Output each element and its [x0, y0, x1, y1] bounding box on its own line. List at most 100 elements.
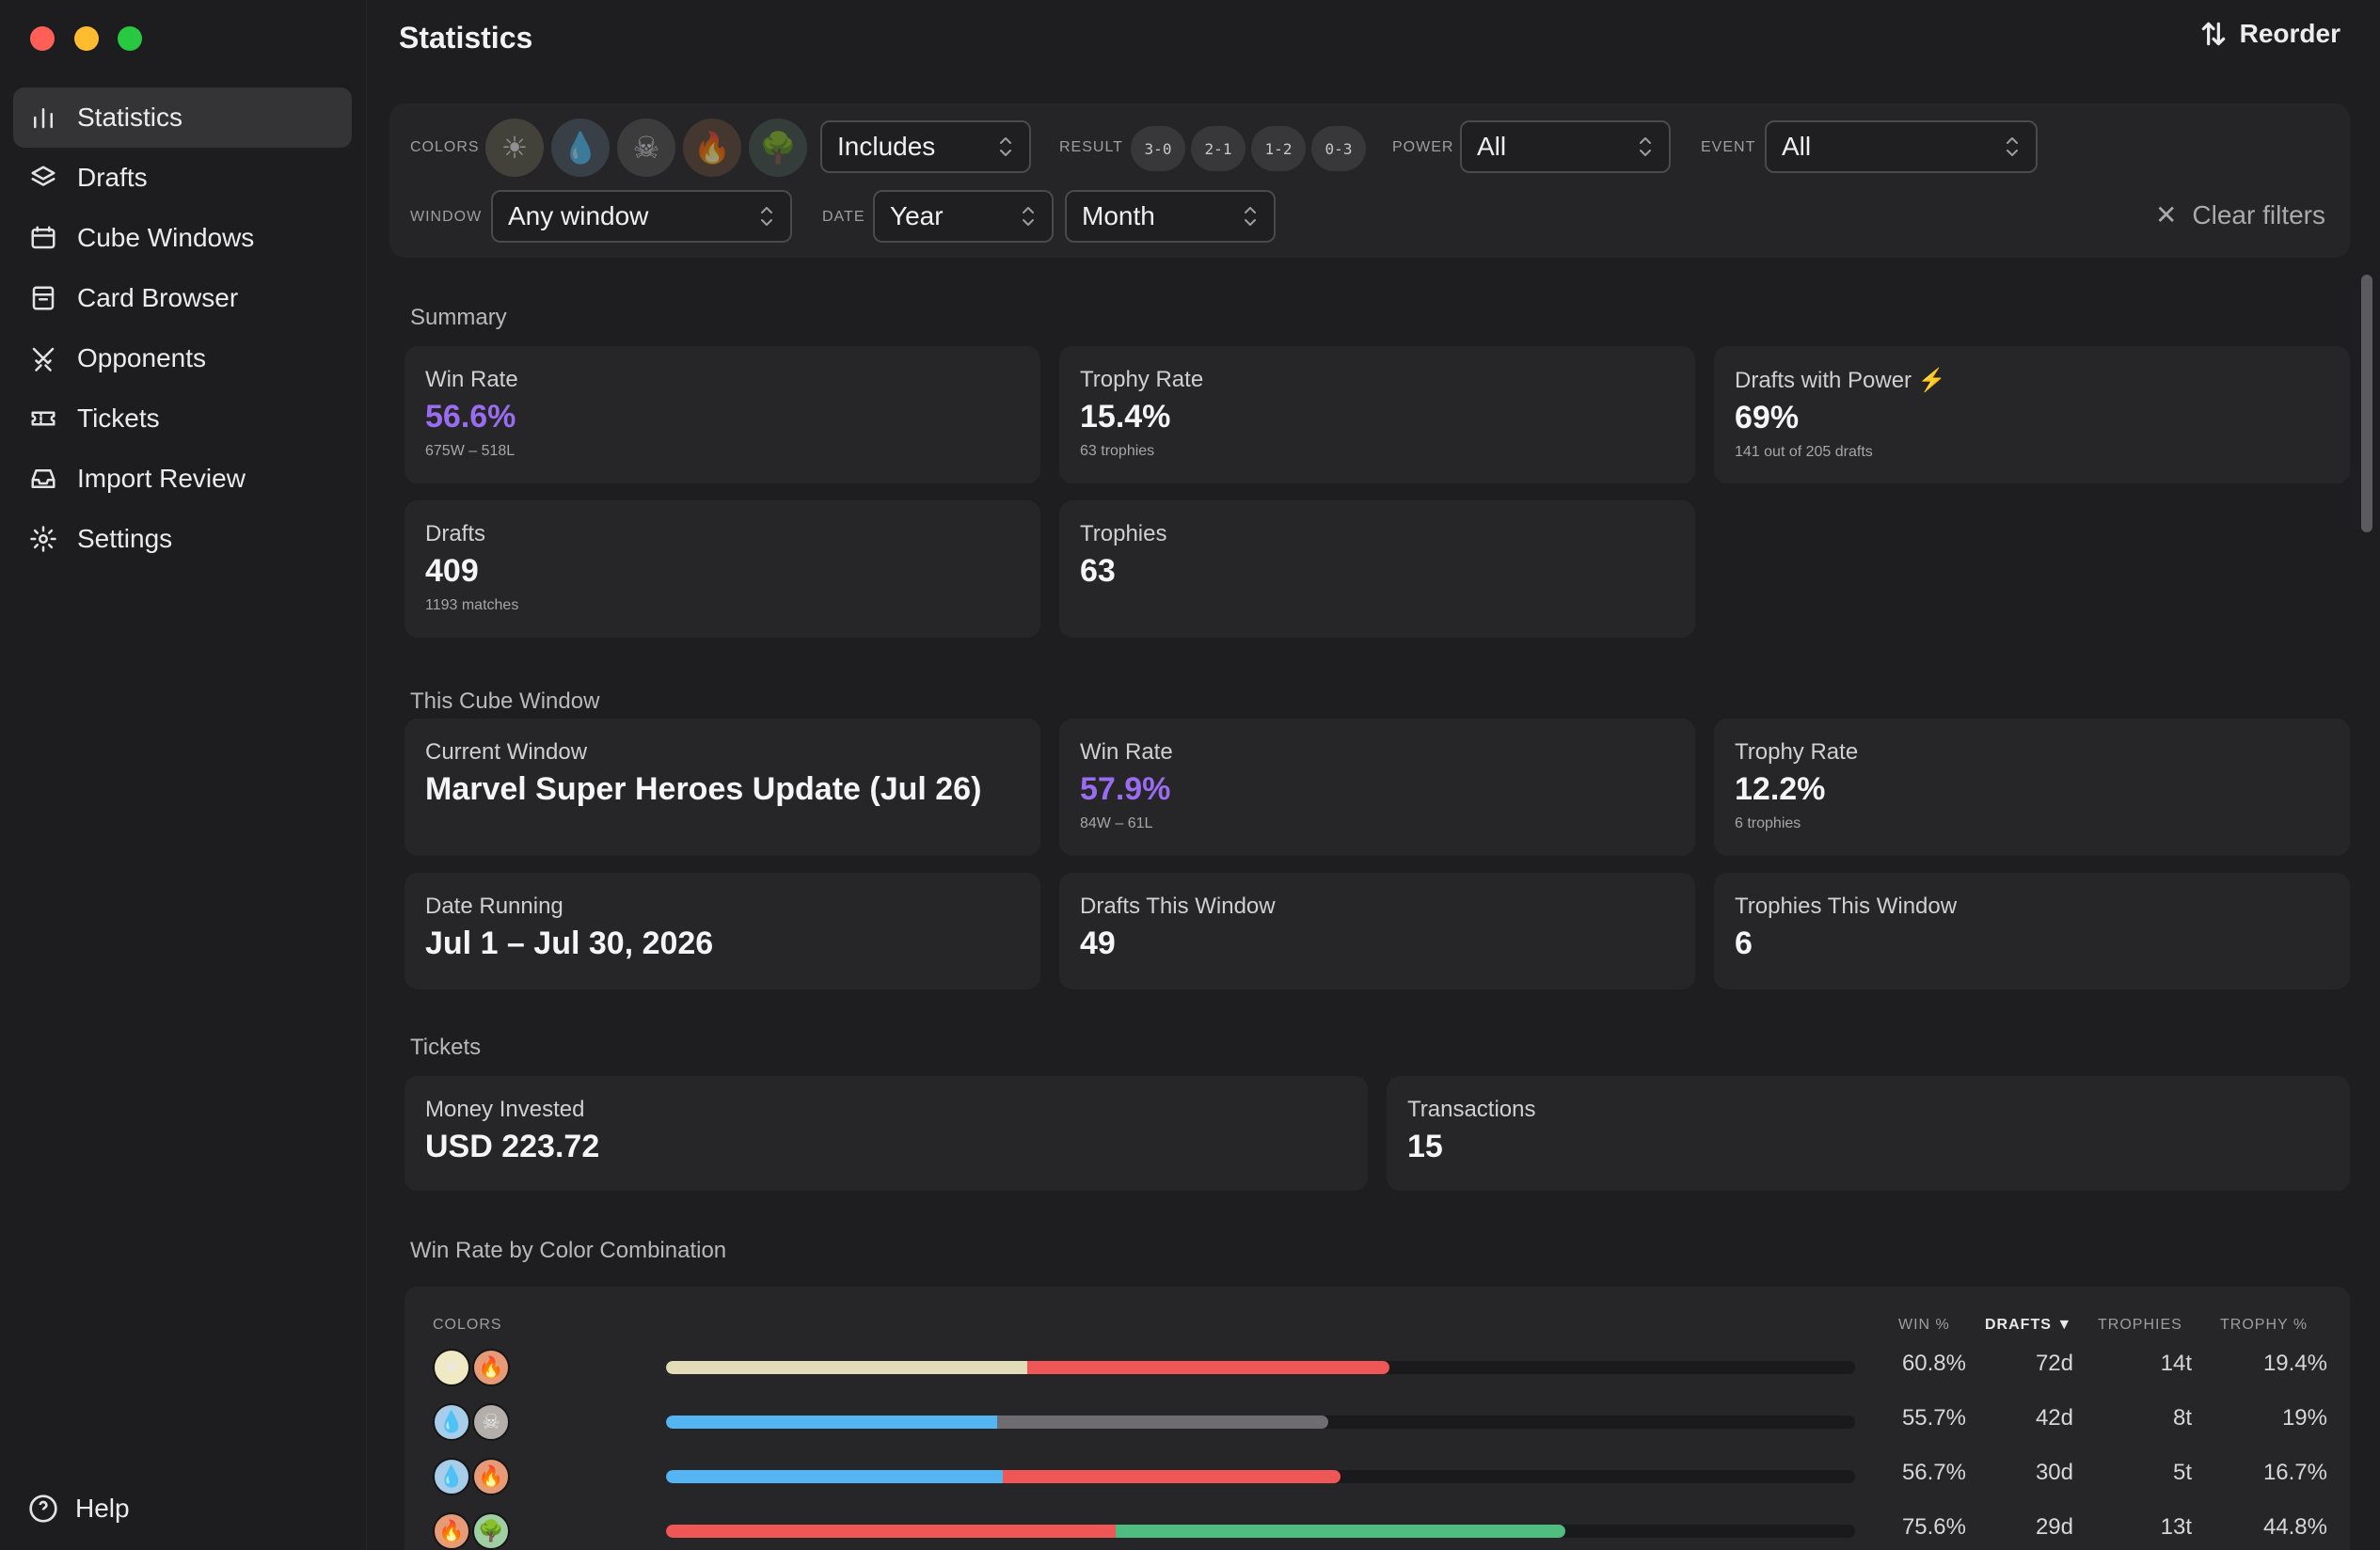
card-label: Win Rate: [1080, 739, 1173, 765]
card-value: Jul 1 – Jul 30, 2026: [425, 925, 714, 961]
sidebar-item-label: Cube Windows: [77, 223, 255, 252]
sidebar-item-label: Import Review: [77, 464, 246, 493]
sidebar-item-drafts[interactable]: Drafts: [13, 148, 352, 208]
scrollbar-thumb[interactable]: [2361, 275, 2372, 532]
result-chip-0-3[interactable]: 0-3: [1311, 126, 1366, 171]
close-icon: ✕: [2154, 200, 2178, 229]
trophy-pct-cell: 19.4%: [2262, 1351, 2327, 1376]
table-row[interactable]: 💧 🔥 56.7% 30d 5t 16.7%: [405, 1450, 2350, 1505]
green-mana-toggle[interactable]: 🌳: [749, 119, 807, 177]
card-label: Trophies: [1080, 521, 1167, 546]
sidebar-item-tickets[interactable]: Tickets: [13, 388, 352, 449]
trophies-card: Trophies 63: [1059, 500, 1695, 638]
sidebar-item-import-review[interactable]: Import Review: [13, 449, 352, 509]
date-filter-label: DATE: [822, 209, 865, 225]
window-value: Any window: [508, 201, 649, 230]
card-label: Date Running: [425, 894, 563, 919]
month-value: Month: [1082, 201, 1155, 230]
window-select[interactable]: Any window: [491, 190, 792, 243]
event-select[interactable]: All: [1765, 120, 2038, 173]
ticket-icon: [28, 403, 58, 434]
card-label: Drafts: [425, 521, 486, 546]
green-bar-segment: [1115, 1525, 1565, 1538]
result-filter-label: RESULT: [1059, 139, 1123, 155]
result-chip-3-0[interactable]: 3-0: [1131, 126, 1185, 171]
reorder-button[interactable]: Reorder: [2198, 19, 2340, 49]
card-value: 56.6%: [425, 399, 516, 435]
column-header-trophies[interactable]: TROPHIES: [2098, 1317, 2182, 1333]
color-pips: 💧 🔥: [433, 1458, 512, 1495]
trophies-cell: 8t: [2172, 1405, 2192, 1431]
card-value: 12.2%: [1735, 771, 1826, 807]
card-value: 49: [1080, 925, 1116, 961]
window-trophy-rate-card: Trophy Rate 12.2% 6 trophies: [1714, 719, 2350, 856]
blue-mana-icon: 💧: [433, 1458, 470, 1495]
color-mode-select[interactable]: Includes: [820, 120, 1031, 173]
table-row[interactable]: ☀ 🔥 60.8% 72d 14t 19.4%: [405, 1341, 2350, 1396]
red-bar-segment: [1003, 1470, 1341, 1483]
trophy-pct-cell: 44.8%: [2262, 1514, 2327, 1540]
card-label: Drafts with Power ⚡: [1735, 368, 1946, 393]
card-label: Trophy Rate: [1080, 367, 1204, 392]
sidebar-item-settings[interactable]: Settings: [13, 509, 352, 569]
clear-filters-button[interactable]: ✕ Clear filters: [2155, 199, 2325, 230]
chevron-updown-icon: [1018, 203, 1039, 229]
power-select[interactable]: All: [1460, 120, 1671, 173]
win-cell: 75.6%: [1901, 1514, 1966, 1540]
card-value: 6: [1735, 925, 1753, 961]
color-pips: 💧 ☠: [433, 1403, 512, 1441]
win-cell: 60.8%: [1901, 1351, 1966, 1376]
filter-bar: COLORS ☀ 💧 ☠ 🔥 🌳 Includes RESULT 3-0 2-1…: [389, 103, 2350, 258]
card-label: Money Invested: [425, 1097, 585, 1122]
card-box-icon: [28, 283, 58, 313]
year-select[interactable]: Year: [873, 190, 1054, 243]
trophies-cell: 13t: [2160, 1514, 2192, 1540]
column-header-colors[interactable]: COLORS: [433, 1317, 502, 1333]
month-select[interactable]: Month: [1065, 190, 1276, 243]
win-rate-bar: [666, 1416, 1855, 1429]
column-header-drafts[interactable]: DRAFTS ▼: [1985, 1317, 2073, 1333]
card-value: 15.4%: [1080, 399, 1171, 435]
tickets-title: Tickets: [410, 1035, 482, 1060]
zoom-window-button[interactable]: [118, 26, 142, 51]
sidebar-item-opponents[interactable]: Opponents: [13, 328, 352, 388]
sidebar-item-card-browser[interactable]: Card Browser: [13, 268, 352, 328]
card-value: 409: [425, 553, 479, 589]
win-rate-card: Win Rate 56.6% 675W – 518L: [405, 346, 1040, 483]
help-button[interactable]: Help: [28, 1494, 130, 1524]
drafts-this-window-card: Drafts This Window 49: [1059, 873, 1695, 989]
minimize-window-button[interactable]: [74, 26, 99, 51]
blue-mana-toggle[interactable]: 💧: [551, 119, 610, 177]
page-title: Statistics: [399, 21, 533, 55]
table-row[interactable]: 🔥 🌳 75.6% 29d 13t 44.8%: [405, 1505, 2350, 1550]
white-mana-toggle[interactable]: ☀: [485, 119, 544, 177]
sidebar-item-statistics[interactable]: Statistics: [13, 87, 352, 148]
result-chip-1-2[interactable]: 1-2: [1251, 126, 1306, 171]
current-window-card: Current Window Marvel Super Heroes Updat…: [405, 719, 1040, 856]
inbox-icon: [28, 464, 58, 494]
red-mana-toggle[interactable]: 🔥: [683, 119, 741, 177]
chevron-updown-icon: [995, 134, 1016, 160]
trophies-cell: 14t: [2160, 1351, 2192, 1376]
calendar-window-icon: [28, 223, 58, 253]
close-window-button[interactable]: [30, 26, 55, 51]
black-mana-icon: ☠: [472, 1403, 510, 1441]
sidebar-nav: Statistics Drafts Cube Windows Card Brow…: [13, 87, 352, 569]
column-header-win[interactable]: WIN %: [1898, 1317, 1950, 1333]
drafts-cell: 42d: [2035, 1405, 2073, 1431]
summary-title: Summary: [410, 305, 507, 330]
gear-icon: [28, 524, 58, 554]
card-sub: 1193 matches: [425, 597, 519, 613]
card-label: Transactions: [1407, 1097, 1536, 1122]
column-header-trophy-pct[interactable]: TROPHY %: [2220, 1317, 2309, 1333]
sidebar-item-label: Statistics: [77, 103, 183, 132]
win-rate-bar: [666, 1525, 1855, 1538]
table-row[interactable]: 💧 ☠ 55.7% 42d 8t 19%: [405, 1396, 2350, 1450]
trophy-pct-cell: 19%: [2281, 1405, 2327, 1431]
result-chip-2-1[interactable]: 2-1: [1191, 126, 1246, 171]
drafts-cell: 30d: [2035, 1460, 2073, 1485]
black-mana-toggle[interactable]: ☠: [617, 119, 675, 177]
green-mana-icon: 🌳: [472, 1512, 510, 1550]
trophy-rate-card: Trophy Rate 15.4% 63 trophies: [1059, 346, 1695, 483]
sidebar-item-cube-windows[interactable]: Cube Windows: [13, 208, 352, 268]
